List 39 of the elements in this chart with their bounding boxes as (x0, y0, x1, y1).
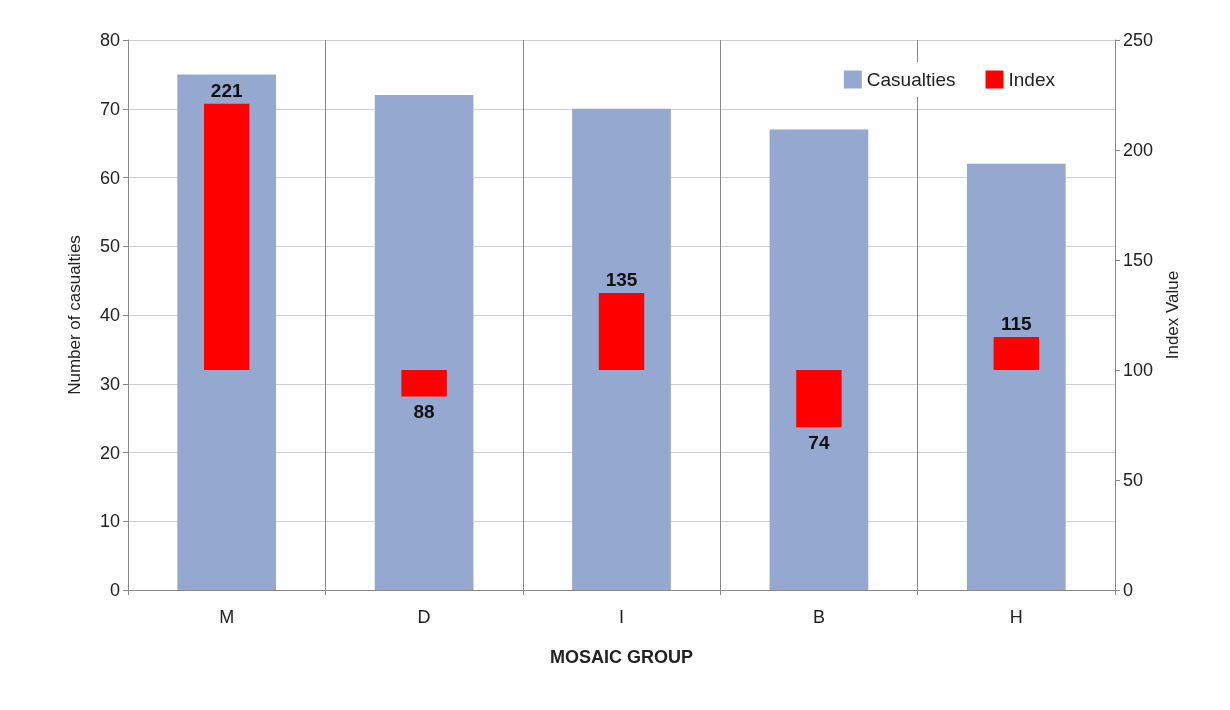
bar (401, 370, 447, 397)
bar (966, 163, 1066, 590)
bar (769, 129, 869, 590)
bar (598, 293, 645, 370)
bar (572, 108, 671, 590)
x-axis-title: MOSAIC GROUP (549, 647, 694, 667)
bar (374, 95, 474, 590)
y2-axis-title: Index Value (1162, 270, 1182, 360)
y-tick-label: 20 (99, 442, 120, 463)
y-tick-label: 0 (109, 580, 120, 600)
data-label: 115 (1000, 313, 1033, 334)
x-tick-label: B (812, 607, 825, 627)
y-tick-label: 60 (99, 167, 120, 188)
bar (796, 370, 842, 428)
y2-tick-label: 250 (1123, 30, 1154, 50)
x-tick-label: H (1009, 607, 1023, 627)
bar (204, 103, 250, 370)
y2-tick-label: 100 (1123, 360, 1154, 380)
y-tick-label: 30 (99, 373, 120, 394)
x-tick-label: D (417, 607, 431, 627)
data-label: 221 (210, 79, 243, 101)
y2-tick-label: 200 (1123, 140, 1154, 160)
legend-label: Casualties (866, 69, 956, 90)
x-tick-label: I (618, 607, 625, 627)
y-tick-label: 50 (99, 236, 120, 257)
y-tick-label: 10 (99, 511, 120, 532)
data-label: 74 (808, 432, 830, 454)
bar (993, 337, 1039, 370)
data-label: 135 (605, 269, 638, 290)
y-tick-label: 40 (99, 305, 120, 325)
y2-tick-label: 150 (1123, 250, 1154, 270)
y-tick-label: 70 (99, 98, 120, 119)
data-label: 88 (413, 401, 435, 423)
legend-label: Index (1008, 69, 1056, 90)
x-tick-label: M (219, 607, 235, 627)
y2-tick-label: 0 (1123, 580, 1134, 600)
y-tick-label: 80 (99, 30, 120, 50)
y2-tick-label: 50 (1123, 470, 1144, 490)
y-axis-title: Number of casualties (65, 235, 84, 395)
